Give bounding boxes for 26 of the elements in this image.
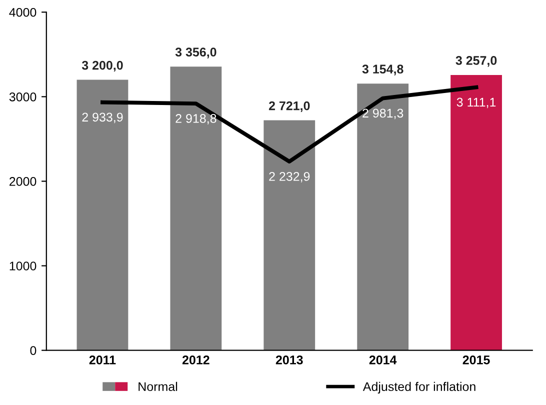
legend-label: Adjusted for inflation bbox=[362, 382, 476, 394]
data-label: 3 356,0 bbox=[175, 48, 216, 58]
data-label: 2 232,9 bbox=[269, 172, 310, 182]
data-label: 2 918,8 bbox=[176, 114, 216, 124]
x-tick-label: 2011 bbox=[89, 356, 116, 364]
y-tick-label: 4000 bbox=[9, 8, 36, 17]
bar bbox=[170, 66, 222, 350]
data-label: 3 200,0 bbox=[82, 60, 123, 72]
y-tick-label: 1000 bbox=[10, 262, 36, 270]
data-label: 3 111,1 bbox=[456, 98, 496, 108]
y-tick-label: 3000 bbox=[9, 92, 36, 102]
data-label: 2 721,0 bbox=[268, 101, 310, 112]
data-label: 2 933,9 bbox=[82, 112, 123, 124]
legend-label: Normal bbox=[138, 382, 178, 392]
y-tick-label: 0 bbox=[30, 346, 36, 355]
bar bbox=[357, 84, 409, 350]
data-label: 3 257,0 bbox=[456, 56, 497, 67]
x-tick-label: 2014 bbox=[369, 356, 397, 364]
bar bbox=[76, 80, 128, 350]
y-tick-label: 2000 bbox=[10, 177, 36, 186]
x-tick-label: 2013 bbox=[276, 356, 303, 364]
x-tick-label: 2015 bbox=[462, 356, 490, 364]
bar bbox=[264, 120, 316, 350]
bar bbox=[450, 74, 502, 350]
data-label: 3 154,8 bbox=[362, 64, 404, 76]
x-tick-label: 2012 bbox=[182, 356, 210, 364]
